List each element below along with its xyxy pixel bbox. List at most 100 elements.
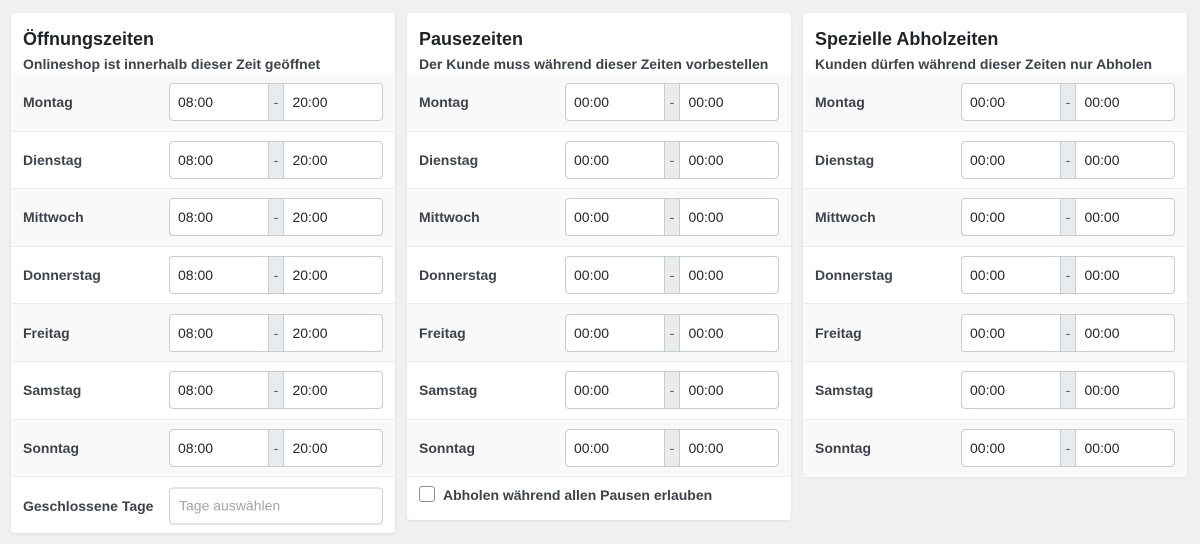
day-row-freitag: Freitag 00:00 - 00:00: [803, 304, 1187, 362]
time-from-input[interactable]: 00:00: [961, 429, 1061, 468]
time-from-input[interactable]: 08:00: [169, 198, 269, 237]
range-separator: -: [1060, 313, 1076, 352]
day-row-dienstag: Dienstag 00:00 - 00:00: [803, 132, 1187, 190]
time-to-input[interactable]: 20:00: [283, 198, 384, 237]
day-row-samstag: Samstag 00:00 - 00:00: [803, 362, 1187, 420]
time-from-input[interactable]: 00:00: [961, 313, 1061, 352]
time-to-input[interactable]: 00:00: [1075, 313, 1176, 352]
time-range: 00:00 - 00:00: [565, 428, 780, 467]
time-to-input[interactable]: 20:00: [283, 371, 384, 410]
day-row-mittwoch: Mittwoch 08:00 - 20:00: [11, 189, 395, 247]
range-separator: -: [268, 313, 284, 352]
time-range: 08:00 - 20:00: [169, 198, 384, 237]
time-to-input[interactable]: 20:00: [283, 313, 384, 352]
time-from-input[interactable]: 08:00: [169, 256, 269, 295]
special-pickup-times-panel: Spezielle Abholzeiten Kunden dürfen währ…: [803, 13, 1187, 478]
day-label: Donnerstag: [419, 267, 497, 284]
time-from-input[interactable]: 00:00: [961, 83, 1061, 122]
time-to-input[interactable]: 00:00: [1075, 83, 1176, 122]
pickup-during-breaks-label[interactable]: Abholen während allen Pausen erlauben: [443, 487, 713, 504]
time-to-input[interactable]: 00:00: [1075, 140, 1176, 179]
range-separator: -: [268, 371, 284, 410]
day-row-donnerstag: Donnerstag 00:00 - 00:00: [803, 247, 1187, 305]
time-from-input[interactable]: 08:00: [169, 428, 269, 467]
day-label: Mittwoch: [419, 209, 480, 226]
panel-title: Öffnungszeiten: [23, 29, 154, 49]
time-to-input[interactable]: 20:00: [283, 428, 384, 467]
opening-hours-panel: Öffnungszeiten Onlineshop ist innerhalb …: [11, 13, 395, 533]
day-row-donnerstag: Donnerstag 00:00 - 00:00: [407, 247, 791, 305]
pickup-during-breaks-checkbox[interactable]: [419, 486, 435, 503]
day-row-freitag: Freitag 08:00 - 20:00: [11, 304, 395, 362]
closed-days-select[interactable]: Tage auswählen: [169, 487, 383, 525]
time-range: 00:00 - 00:00: [565, 256, 780, 295]
time-range: 00:00 - 00:00: [565, 313, 780, 352]
time-from-input[interactable]: 00:00: [961, 371, 1061, 410]
range-separator: -: [268, 428, 284, 467]
day-label: Freitag: [419, 324, 466, 341]
time-to-input[interactable]: 20:00: [283, 83, 384, 122]
day-label: Montag: [815, 94, 865, 111]
time-from-input[interactable]: 08:00: [169, 83, 269, 122]
range-separator: -: [664, 313, 680, 352]
time-from-input[interactable]: 00:00: [565, 140, 665, 179]
range-separator: -: [268, 140, 284, 179]
range-separator: -: [268, 83, 284, 122]
time-from-input[interactable]: 00:00: [565, 313, 665, 352]
range-separator: -: [1060, 198, 1076, 237]
time-from-input[interactable]: 00:00: [961, 140, 1061, 179]
time-to-input[interactable]: 20:00: [283, 140, 384, 179]
range-separator: -: [1060, 256, 1076, 295]
time-range: 08:00 - 20:00: [169, 313, 384, 352]
range-separator: -: [268, 198, 284, 237]
time-to-input[interactable]: 00:00: [1075, 429, 1176, 468]
time-from-input[interactable]: 00:00: [961, 256, 1061, 295]
time-from-input[interactable]: 00:00: [565, 256, 665, 295]
time-to-input[interactable]: 00:00: [679, 140, 780, 179]
day-rows: Montag 08:00 - 20:00 Dienstag 08:00 - 20…: [11, 74, 395, 534]
day-row-sonntag: Sonntag 00:00 - 00:00: [407, 419, 791, 478]
time-to-input[interactable]: 20:00: [283, 256, 384, 295]
time-from-input[interactable]: 08:00: [169, 313, 269, 352]
day-row-freitag: Freitag 00:00 - 00:00: [407, 304, 791, 362]
day-label: Sonntag: [815, 440, 871, 457]
time-from-input[interactable]: 08:00: [169, 371, 269, 410]
time-to-input[interactable]: 00:00: [679, 198, 780, 237]
time-range: 00:00 - 00:00: [961, 256, 1176, 295]
time-range: 00:00 - 00:00: [961, 198, 1176, 237]
time-from-input[interactable]: 00:00: [565, 371, 665, 410]
break-times-panel: Pausezeiten Der Kunde muss während diese…: [407, 13, 791, 520]
time-range: 00:00 - 00:00: [565, 371, 780, 410]
time-to-input[interactable]: 00:00: [1075, 371, 1176, 410]
time-to-input[interactable]: 00:00: [679, 313, 780, 352]
day-label: Samstag: [419, 382, 478, 399]
time-to-input[interactable]: 00:00: [679, 256, 780, 295]
day-label: Donnerstag: [815, 267, 893, 284]
time-to-input[interactable]: 00:00: [679, 371, 780, 410]
time-from-input[interactable]: 00:00: [565, 428, 665, 467]
day-row-mittwoch: Mittwoch 00:00 - 00:00: [407, 189, 791, 247]
day-row-sonntag: Sonntag 00:00 - 00:00: [803, 419, 1187, 478]
range-separator: -: [1060, 371, 1076, 410]
time-from-input[interactable]: 00:00: [961, 198, 1061, 237]
time-range: 08:00 - 20:00: [169, 83, 384, 122]
panel-subtitle: Onlineshop ist innerhalb dieser Zeit geö…: [23, 56, 321, 72]
time-range: 08:00 - 20:00: [169, 428, 384, 467]
time-from-input[interactable]: 08:00: [169, 140, 269, 179]
time-from-input[interactable]: 00:00: [565, 83, 665, 122]
day-row-donnerstag: Donnerstag 08:00 - 20:00: [11, 247, 395, 305]
time-range: 00:00 - 00:00: [565, 83, 780, 122]
day-row-sonntag: Sonntag 08:00 - 20:00: [11, 419, 395, 478]
day-rows: Montag 00:00 - 00:00 Dienstag 00:00 - 00…: [407, 74, 791, 520]
time-to-input[interactable]: 00:00: [1075, 198, 1176, 237]
time-range: 00:00 - 00:00: [961, 371, 1176, 410]
time-from-input[interactable]: 00:00: [565, 198, 665, 237]
time-to-input[interactable]: 00:00: [679, 428, 780, 467]
time-to-input[interactable]: 00:00: [679, 83, 780, 122]
time-range: 00:00 - 00:00: [961, 140, 1176, 179]
panel-subtitle: Kunden dürfen während dieser Zeiten nur …: [815, 56, 1153, 72]
time-range: 08:00 - 20:00: [169, 256, 384, 295]
day-label: Sonntag: [419, 439, 475, 456]
time-to-input[interactable]: 00:00: [1075, 256, 1176, 295]
day-row-montag: Montag 08:00 - 20:00: [11, 74, 395, 132]
